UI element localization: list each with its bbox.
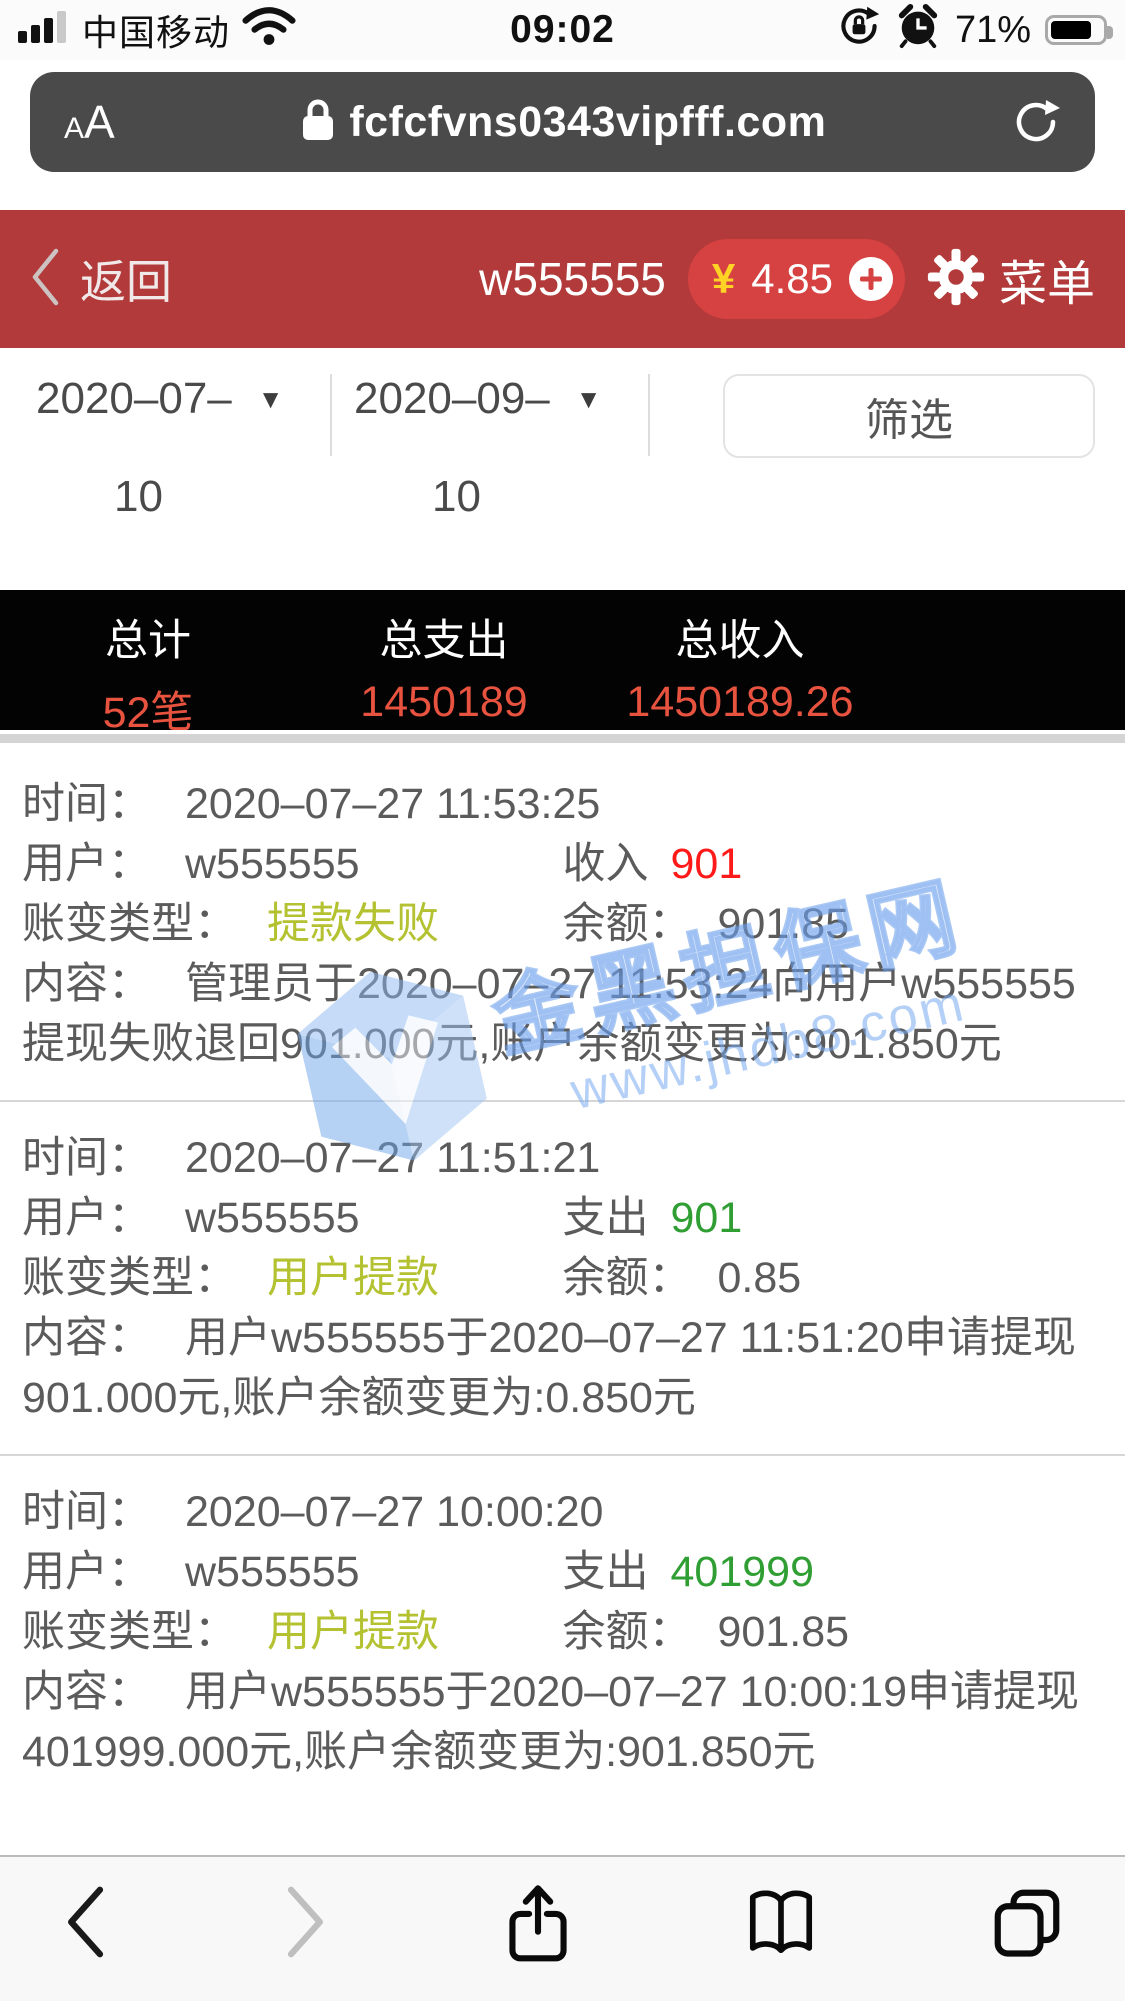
url-text[interactable]: fcfcfvns0343vipfff.com: [349, 97, 827, 146]
summary-label: 总计: [105, 617, 191, 665]
transaction-list: 时间： 2020–07–27 11:53:25 用户： w555555 收入 9…: [0, 748, 1125, 1859]
balance-value: 4.85: [751, 255, 833, 302]
back-nav-button[interactable]: [62, 1885, 108, 1962]
transaction-entry: 时间： 2020–07–27 10:00:20 用户： w555555 支出 4…: [0, 1454, 1125, 1808]
user-label: 用户：: [22, 840, 151, 888]
balance-pill[interactable]: ¥ 4.85: [687, 239, 905, 319]
gear-icon: [927, 248, 985, 311]
lock-icon: [301, 98, 335, 147]
time-value: 2020–07–27 10:00:20: [185, 1488, 604, 1536]
amount-value: 901: [670, 1194, 743, 1242]
chevron-left-icon: [30, 247, 60, 312]
browser-toolbar: [0, 1855, 1125, 2001]
content-label: 内容：: [22, 1668, 151, 1716]
username-label: w555555: [479, 253, 666, 305]
user-label: 用户：: [22, 1548, 151, 1596]
menu-button[interactable]: 菜单: [927, 244, 1095, 314]
content-label: 内容：: [22, 1314, 151, 1362]
balance-label: 余额：: [562, 1254, 692, 1302]
summary-label: 总支出: [379, 617, 509, 665]
user-value: w555555: [185, 1548, 360, 1596]
balance-value: 0.85: [717, 1254, 802, 1302]
start-date-value: 2020–07–: [36, 374, 232, 423]
tabs-button[interactable]: [991, 1885, 1063, 1962]
summary-value: 1450189.26: [626, 678, 854, 726]
user-value: w555555: [185, 840, 360, 888]
filter-section: 2020–07– ▼ 10 2020–09– ▼ 10 筛选: [0, 348, 1125, 590]
rotation-lock-icon: [837, 4, 881, 57]
direction-label: 支出: [562, 1194, 649, 1242]
start-date-value-day: 10: [114, 472, 163, 521]
carrier-label: 中国移动: [82, 12, 231, 53]
end-date-value: 2020–09–: [354, 374, 550, 423]
balance-value: 901.85: [717, 900, 850, 948]
deposit-plus-button[interactable]: [848, 257, 893, 301]
bookmarks-button[interactable]: [746, 1885, 816, 1962]
amount-value: 901: [670, 840, 743, 888]
type-value: 用户提款: [267, 1254, 439, 1302]
type-value: 用户提款: [267, 1608, 439, 1656]
user-label: 用户：: [22, 1194, 151, 1242]
content-value: 用户w555555于2020–07–27 10:00:19申请提现401999.…: [22, 1668, 1080, 1776]
back-button[interactable]: 返回: [30, 246, 172, 312]
type-label: 账变类型：: [22, 900, 237, 948]
forward-nav-button[interactable]: [283, 1885, 329, 1962]
content-value: 用户w555555于2020–07–27 11:51:20申请提现901.000…: [22, 1314, 1076, 1422]
time-value: 2020–07–27 11:51:21: [185, 1134, 601, 1182]
amount-value: 401999: [670, 1548, 815, 1596]
yuan-icon: ¥: [711, 255, 736, 302]
balance-value: 901.85: [717, 1608, 850, 1656]
summary-total-count: 总计 52笔: [0, 606, 296, 737]
balance-label: 余额：: [562, 900, 692, 948]
battery-percent-label: 71%: [954, 8, 1031, 51]
time-label: 时间：: [22, 1134, 151, 1182]
divider: [330, 374, 332, 456]
summary-value: 1450189: [360, 678, 528, 726]
filter-button[interactable]: 筛选: [723, 374, 1095, 458]
time-label: 时间：: [22, 780, 151, 828]
content-value: 管理员于2020–07–27 11:53:24向用户w555555提现失败退回9…: [22, 960, 1076, 1068]
content-label: 内容：: [22, 960, 151, 1008]
wifi-icon: [242, 6, 296, 55]
reload-button[interactable]: [1013, 98, 1061, 146]
type-label: 账变类型：: [22, 1254, 237, 1302]
app-header: 返回 w555555 ¥ 4.85: [0, 210, 1125, 348]
time-label: 时间：: [22, 1488, 151, 1536]
summary-total-income: 总收入 1450189.26: [592, 606, 888, 730]
transaction-entry: 时间： 2020–07–27 11:51:21 用户： w555555 支出 9…: [0, 1100, 1125, 1454]
type-value: 提款失败: [267, 900, 439, 948]
summary-label: 总收入: [675, 617, 805, 665]
end-date-value-day: 10: [432, 472, 481, 521]
summary-value: 52笔: [102, 689, 194, 737]
direction-label: 支出: [562, 1548, 649, 1596]
start-date-select[interactable]: 2020–07– ▼ 10: [36, 374, 308, 522]
summary-total-expense: 总支出 1450189: [296, 606, 592, 730]
share-button[interactable]: [504, 1885, 572, 1968]
chevron-down-icon: ▼: [575, 383, 602, 414]
signal-strength-icon: [18, 9, 70, 52]
end-date-select[interactable]: 2020–09– ▼ 10: [354, 374, 626, 522]
clock-time: 09:02: [510, 8, 615, 51]
summary-bar: 总计 52笔 总支出 1450189 总收入 1450189.26: [0, 590, 1125, 737]
menu-label: 菜单: [998, 258, 1095, 311]
transaction-entry: 时间： 2020–07–27 11:53:25 用户： w555555 收入 9…: [0, 748, 1125, 1100]
balance-label: 余额：: [562, 1608, 692, 1656]
user-value: w555555: [185, 1194, 360, 1242]
divider: [0, 734, 1125, 748]
back-label: 返回: [80, 256, 172, 308]
status-bar: 中国移动 09:02: [0, 0, 1125, 60]
chevron-down-icon: ▼: [257, 383, 284, 414]
time-value: 2020–07–27 11:53:25: [185, 780, 601, 828]
divider: [648, 374, 650, 456]
alarm-icon: [895, 3, 941, 58]
type-label: 账变类型：: [22, 1608, 237, 1656]
battery-icon: [1045, 15, 1113, 45]
direction-label: 收入: [562, 840, 649, 888]
